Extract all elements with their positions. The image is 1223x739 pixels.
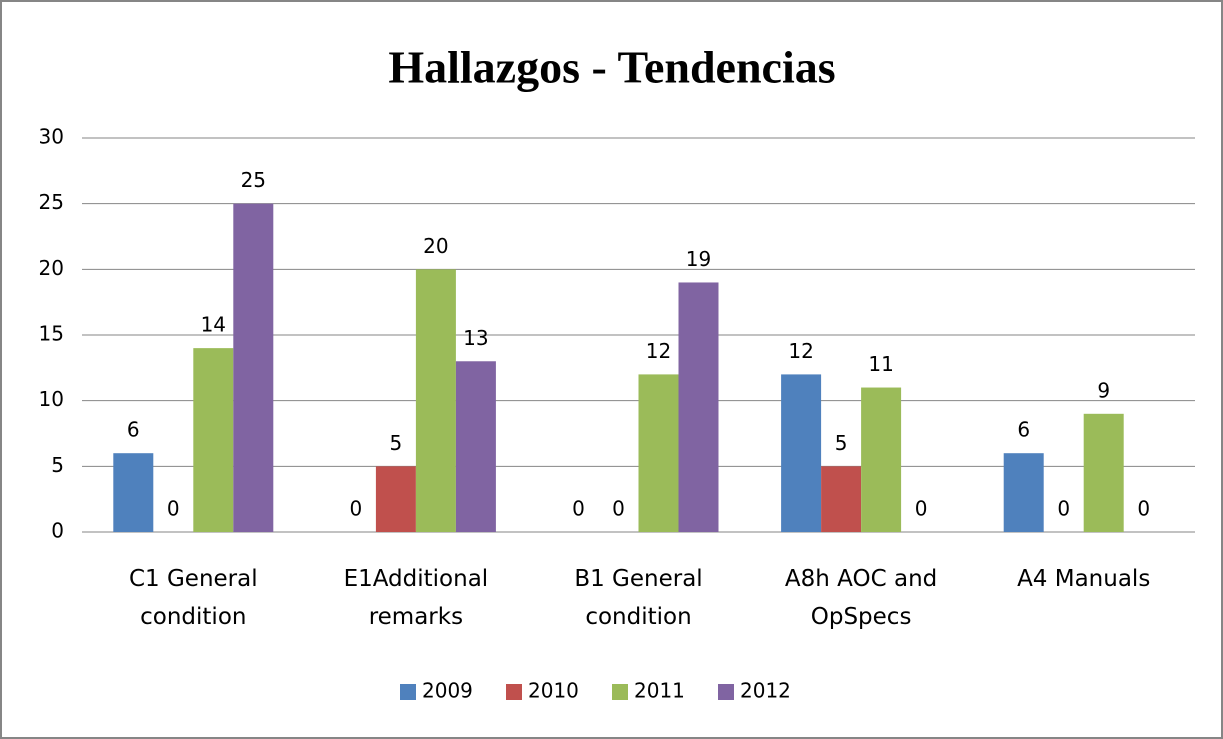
y-tick-label: 5	[51, 453, 64, 477]
bar	[1083, 413, 1124, 532]
legend-swatch	[612, 684, 628, 700]
bar	[415, 269, 456, 532]
legend-swatch	[718, 684, 734, 700]
bar	[638, 374, 679, 532]
x-tick-label: A8h AOC and OpSpecs	[784, 566, 938, 630]
y-tick-label: 10	[39, 387, 64, 411]
bar	[1003, 453, 1044, 532]
data-label: 20	[423, 234, 448, 258]
legend-swatch	[506, 684, 522, 700]
data-label: 6	[1017, 418, 1030, 442]
x-tick-label: E1Additional remarks	[343, 566, 489, 630]
y-tick-label: 0	[51, 519, 64, 543]
bar	[375, 466, 416, 532]
y-tick-label: 30	[39, 125, 64, 149]
data-label: 11	[868, 352, 893, 376]
data-label: 5	[835, 431, 848, 455]
data-label: 5	[390, 431, 403, 455]
bar	[821, 466, 862, 532]
data-label: 14	[201, 313, 226, 337]
legend-label: 2012	[740, 679, 791, 703]
bar	[113, 453, 154, 532]
bar	[861, 387, 902, 532]
x-tick-label: C1 General condition	[128, 566, 258, 630]
data-label: 19	[686, 247, 711, 271]
data-label: 12	[646, 339, 671, 363]
data-label: 6	[127, 418, 140, 442]
data-label: 0	[572, 497, 585, 521]
legend-label: 2009	[422, 679, 473, 703]
x-tick-label: B1 General condition	[574, 566, 703, 630]
data-label: 0	[167, 497, 180, 521]
legend-label: 2011	[634, 679, 685, 703]
data-label: 9	[1097, 378, 1110, 402]
bar	[193, 348, 234, 532]
y-tick-label: 20	[39, 256, 64, 280]
x-tick-label: A4 Manuals	[1017, 566, 1151, 592]
data-label: 0	[915, 497, 928, 521]
legend-swatch	[400, 684, 416, 700]
data-label: 25	[241, 168, 266, 192]
bar	[455, 361, 496, 532]
data-label: 0	[1057, 497, 1070, 521]
data-label: 0	[612, 497, 625, 521]
data-label: 12	[788, 339, 813, 363]
data-label: 0	[1137, 497, 1150, 521]
bar	[233, 203, 274, 532]
bar	[678, 282, 719, 532]
chart-title: Hallazgos - Tendencias	[388, 42, 835, 93]
y-tick-label: 15	[39, 322, 64, 346]
legend-label: 2010	[528, 679, 579, 703]
data-label: 0	[350, 497, 363, 521]
data-label: 13	[463, 326, 488, 350]
bar	[781, 374, 822, 532]
y-tick-label: 25	[39, 190, 64, 214]
